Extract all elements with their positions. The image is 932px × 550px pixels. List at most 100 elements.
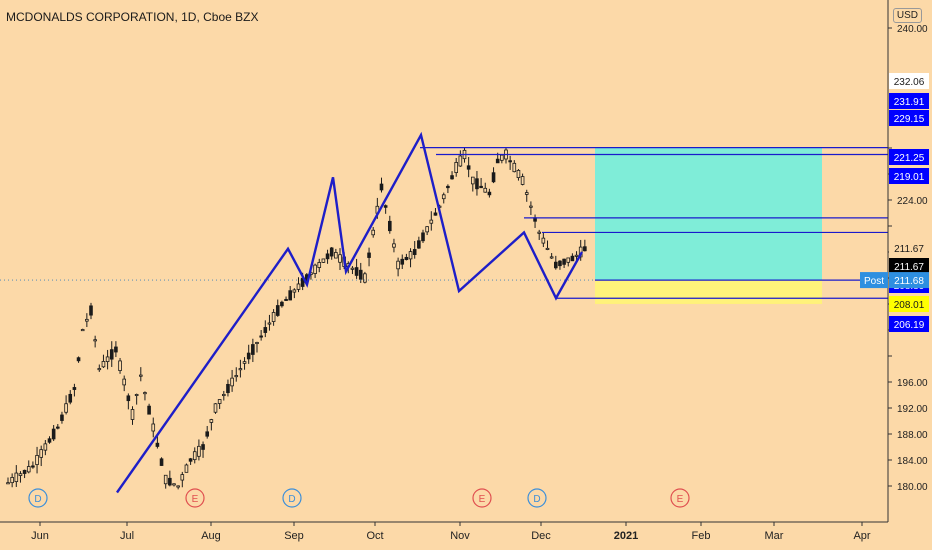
candle-body xyxy=(138,374,143,377)
earnings-marker[interactable]: E xyxy=(670,488,690,508)
candle xyxy=(151,417,156,438)
candle xyxy=(429,211,434,231)
candle-body xyxy=(441,194,446,200)
candle-body xyxy=(296,283,301,290)
stop-zone[interactable] xyxy=(595,280,822,304)
candle-body xyxy=(85,318,89,322)
candle xyxy=(143,391,147,401)
candle xyxy=(192,447,197,464)
candle-body xyxy=(288,290,292,301)
candle-body xyxy=(487,191,492,196)
zigzag-pattern[interactable] xyxy=(116,131,584,494)
candle-body xyxy=(26,466,31,473)
candle-body xyxy=(184,464,189,473)
candle xyxy=(570,253,575,262)
price-label-bg xyxy=(889,110,929,126)
candle-body xyxy=(122,378,127,386)
candle xyxy=(583,239,587,252)
price-label[interactable]: 208.01 xyxy=(889,296,929,312)
candle xyxy=(479,177,483,189)
candle-body xyxy=(583,246,587,252)
candlesticks xyxy=(6,147,587,490)
candle xyxy=(39,445,43,467)
profit-zone[interactable] xyxy=(595,147,822,281)
candle xyxy=(487,188,492,198)
candle xyxy=(64,395,68,415)
dividend-marker-circle[interactable] xyxy=(28,488,48,508)
candle xyxy=(213,403,218,414)
post-market-label[interactable]: Post 211.68 xyxy=(860,272,929,289)
candle xyxy=(47,436,52,444)
earnings-marker[interactable]: E xyxy=(185,488,205,508)
price-label[interactable]: 229.15 xyxy=(889,110,929,126)
price-label[interactable]: 231.91 xyxy=(889,93,929,109)
candle xyxy=(458,150,463,167)
candle xyxy=(14,465,19,487)
candle xyxy=(516,169,521,181)
earnings-marker-circle[interactable] xyxy=(472,488,492,508)
candle xyxy=(383,204,388,214)
earnings-marker-circle[interactable] xyxy=(670,488,690,508)
candle-body xyxy=(321,258,326,263)
price-label-text: 211.67 xyxy=(894,262,924,273)
candle-body xyxy=(238,368,243,371)
zigzag-line[interactable] xyxy=(116,131,584,494)
earnings-marker[interactable]: E xyxy=(472,488,492,508)
currency-label[interactable]: USD xyxy=(892,8,922,23)
price-label[interactable]: 219.01 xyxy=(889,168,929,184)
candle-body xyxy=(367,252,371,258)
candle xyxy=(122,375,127,392)
dividend-marker[interactable]: D xyxy=(527,488,547,508)
candle xyxy=(541,232,546,248)
candle-body xyxy=(226,383,230,394)
candle xyxy=(454,157,458,177)
candle xyxy=(114,341,118,358)
price-label[interactable]: 221.25 xyxy=(889,149,929,165)
candle-body xyxy=(267,322,272,325)
dividend-marker-label: D xyxy=(34,494,41,505)
price-label[interactable]: 211.67 xyxy=(889,240,929,256)
candle-body xyxy=(479,185,483,189)
price-label[interactable]: 206.19 xyxy=(889,316,929,332)
candle xyxy=(31,461,35,469)
candle xyxy=(367,247,371,267)
x-tick-label: Jul xyxy=(120,530,134,542)
candle xyxy=(470,176,475,192)
candle-body xyxy=(450,175,454,180)
candle-body xyxy=(31,465,35,468)
candle-body xyxy=(109,349,114,360)
candle xyxy=(433,208,438,216)
dividend-marker-circle[interactable] xyxy=(282,488,302,508)
candle-body xyxy=(6,482,10,485)
candle xyxy=(134,393,139,405)
candle-body xyxy=(43,443,48,451)
earnings-marker-circle[interactable] xyxy=(185,488,205,508)
candle xyxy=(188,457,193,465)
candle xyxy=(292,288,297,299)
candle xyxy=(68,390,73,405)
candle-body xyxy=(313,264,317,274)
candle-body xyxy=(408,251,413,260)
dividend-marker[interactable]: D xyxy=(282,488,302,508)
price-label[interactable]: 211.67 xyxy=(889,258,929,274)
price-label[interactable]: 232.06 xyxy=(889,73,929,89)
horizontal-levels[interactable] xyxy=(0,147,888,299)
candle xyxy=(184,463,189,473)
price-label-text: 211.67 xyxy=(894,244,924,255)
x-tick-label: Aug xyxy=(201,530,221,542)
dividend-marker[interactable]: D xyxy=(28,488,48,508)
candle xyxy=(163,474,168,489)
candle xyxy=(138,367,143,382)
candle-body xyxy=(89,305,93,316)
dividend-marker-circle[interactable] xyxy=(527,488,547,508)
price-label-bg xyxy=(889,240,929,256)
candle xyxy=(400,254,405,270)
y-tick-label: 180.00 xyxy=(897,482,928,493)
candle xyxy=(10,473,14,488)
candle-body xyxy=(60,414,64,421)
candle xyxy=(118,357,122,374)
candle-body xyxy=(263,327,268,333)
